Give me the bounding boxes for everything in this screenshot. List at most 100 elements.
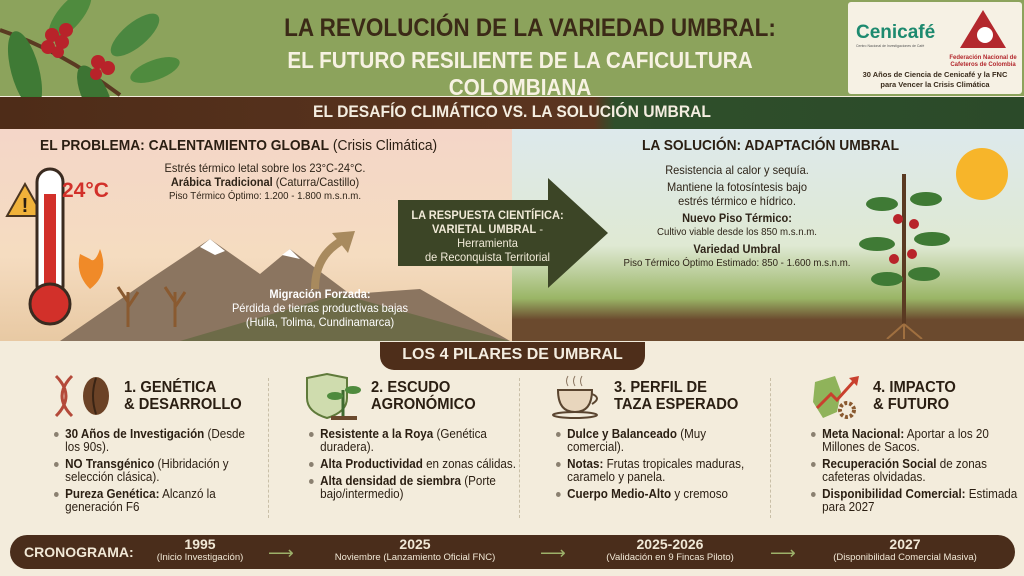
line1: LA RESPUESTA CIENTÍFICA: <box>411 208 564 222</box>
pillar-genetics: 1. GENÉTICA & DESARROLLO 30 Años de Inves… <box>48 370 278 525</box>
fnc-triangle-icon <box>960 10 1006 48</box>
fnc-logo: Federación Nacional de Cafeteros de Colo… <box>948 8 1018 69</box>
tagline-line2: para Vencer la Crisis Climática <box>880 80 990 89</box>
logo-tagline: 30 Años de Ciencia de Cenicafé y la FNC … <box>850 70 1020 90</box>
bullet: Resistente a la Roya (Genética duradera)… <box>309 428 517 454</box>
migration-line1: Pérdida de tierras productivas bajas <box>231 301 409 315</box>
divider <box>268 378 269 518</box>
title1: 4. IMPACTO <box>873 379 956 396</box>
title1: 2. ESCUDO <box>371 379 451 396</box>
title2: AGRONÓMICO <box>371 396 476 413</box>
pillar-heading: 2. ESCUDO AGRONÓMICO <box>371 379 476 413</box>
year: 2025 <box>399 536 431 552</box>
timeline-event: 2025-2026 (Validación en 9 Fincas Piloto) <box>575 537 765 564</box>
bullet: Meta Nacional: Aportar a los 20 Millones… <box>811 428 1019 454</box>
desc: (Disponibilidad Comercial Masiva) <box>833 552 977 563</box>
bold: Disponibilidad Comercial: <box>822 487 966 501</box>
svg-text:!: ! <box>22 195 29 217</box>
text: (Hibridación y selección clásica). <box>65 457 229 484</box>
text: Frutas tropicales maduras, caramelo y pa… <box>567 457 745 484</box>
arrow-right-icon: ⟶ <box>540 543 566 563</box>
pillar-heading: 2. ESCUDO AGRONÓMICO <box>303 370 533 422</box>
problem-title: EL PROBLEMA: CALENTAMIENTO GLOBAL (Crisi… <box>40 137 437 154</box>
band-title: EL DESAFÍO CLIMÁTICO VS. LA SOLUCIÓN UMB… <box>313 102 711 121</box>
year: 1995 <box>184 536 216 552</box>
migration-line2: (Huila, Tolima, Cundinamarca) <box>245 315 395 329</box>
line2-rest: - Herramienta <box>457 222 544 250</box>
bullet: Dulce y Balanceado (Muy comercial). <box>556 428 764 454</box>
section-band: EL DESAFÍO CLIMÁTICO VS. LA SOLUCIÓN UMB… <box>0 97 1024 129</box>
line1: Resistencia al calor y sequía. <box>665 163 809 177</box>
bullet: Notas: Frutas tropicales maduras, carame… <box>556 458 764 484</box>
title-note: (Crisis Climática) <box>332 137 438 154</box>
migration-title: Migración Forzada: <box>269 287 371 301</box>
timeline-label: CRONOGRAMA: <box>24 544 134 560</box>
divider <box>770 378 771 518</box>
bold: Pureza Genética: <box>65 487 160 501</box>
variety: Arábica Tradicional <box>170 175 273 189</box>
title2: TAZA ESPERADO <box>614 396 739 413</box>
problem-details: Estrés térmico letal sobre los 23°C-24°C… <box>141 161 389 203</box>
timeline-event: 2027 (Disponibilidad Comercial Masiva) <box>805 537 1005 564</box>
subtitle: EL FUTURO RESILIENTE DE LA CAFICULTURA C… <box>287 47 753 100</box>
logo-fnc: Federación Nacional de Cafeteros de Colo… <box>949 55 1017 68</box>
tagline-line1: 30 Años de Ciencia de Cenicafé y la FNC <box>862 70 1008 79</box>
text: (Genética duradera). <box>320 427 487 454</box>
variety-text: Piso Térmico Óptimo Estimado: 850 - 1.60… <box>623 257 851 269</box>
text: Alcanzó la generación F6 <box>65 487 216 514</box>
response-arrow <box>398 178 608 288</box>
timeline-bar: CRONOGRAMA: 1995 (Inicio Investigación) ⟶… <box>10 535 1015 569</box>
line3: de Reconquista Territorial <box>424 250 550 264</box>
solution-details: Resistencia al calor y sequía. Mantiene … <box>622 163 852 270</box>
colombia-map-growth-icon <box>813 376 859 419</box>
text: Aportar a los 20 Millones de Sacos. <box>822 427 989 454</box>
bold: Cuerpo Medio-Alto <box>567 487 672 501</box>
pillar-heading: 1. GENÉTICA & DESARROLLO <box>124 379 242 413</box>
response-text: LA RESPUESTA CIENTÍFICA: VARIETAL UMBRAL… <box>402 208 572 264</box>
pillar-heading: 1. GENÉTICA & DESARROLLO <box>48 370 278 422</box>
timeline-event: 1995 (Inicio Investigación) <box>130 537 270 564</box>
shield-plant-icon <box>306 372 361 420</box>
bullet: Alta densidad de siembra (Porte bajo/int… <box>309 475 517 501</box>
text: de zonas cafeteras olvidadas. <box>822 457 987 484</box>
bold: Recuperación Social <box>822 457 937 471</box>
arrow-right-icon: ⟶ <box>770 543 796 563</box>
bullet: Pureza Genética: Alcanzó la generación F… <box>54 488 262 514</box>
line2-bold: VARIETAL UMBRAL <box>431 222 537 236</box>
text: (Porte bajo/intermedio) <box>320 474 496 501</box>
migration-note: Migración Forzada: Pérdida de tierras pr… <box>210 287 431 329</box>
thermometer-icon: ! <box>5 167 104 326</box>
desc: (Inicio Investigación) <box>156 552 244 563</box>
solution-title: LA SOLUCIÓN: ADAPTACIÓN UMBRAL <box>642 137 900 154</box>
pillar-impact: 4. IMPACTO & FUTURO Meta Nacional: Aporta… <box>805 370 1024 525</box>
bullet: Cuerpo Medio-Alto y cremoso <box>556 488 764 501</box>
bold: NO Transgénico <box>65 457 155 471</box>
text: (Muy comercial). <box>567 427 707 454</box>
line1: Estrés térmico letal sobre los 23°C-24°C… <box>164 161 366 175</box>
variety-note: (Caturra/Castillo) <box>275 175 360 189</box>
warning-icon <box>5 181 45 217</box>
bold: Alta Productividad <box>320 457 423 471</box>
temperature-readout: 24°C <box>62 179 109 202</box>
bullet: 30 Años de Investigación (Desde los 90s)… <box>54 428 262 454</box>
desc: Noviembre (Lanzamiento Oficial FNC) <box>334 552 496 563</box>
text: y cremoso <box>671 487 728 501</box>
desc: (Validación en 9 Fincas Piloto) <box>606 552 734 563</box>
cenicafe-logo: Cenicafé <box>856 22 936 43</box>
coffee-plant-sun-illustration <box>859 148 1008 339</box>
pillar-heading: 4. IMPACTO & FUTURO <box>873 379 956 413</box>
bold: Dulce y Balanceado <box>567 427 678 441</box>
dna-coffee-bean-icon <box>54 374 109 418</box>
year: 2027 <box>889 536 921 552</box>
title: EL PROBLEMA: CALENTAMIENTO GLOBAL <box>40 137 330 154</box>
pillars-title: LOS 4 PILARES DE UMBRAL <box>380 342 645 370</box>
arrow-right-icon: ⟶ <box>268 543 294 563</box>
line3: estrés térmico e hídrico. <box>678 194 796 208</box>
coffee-branch-illustration <box>0 0 180 125</box>
title1: 3. PERFIL DE <box>614 379 707 396</box>
altitude: Piso Térmico Óptimo: 1.200 - 1.800 m.s.n… <box>168 190 362 202</box>
main-title: LA REVOLUCIÓN DE LA VARIEDAD UMBRAL: <box>284 14 776 42</box>
pillar-heading: 3. PERFIL DE TAZA ESPERADO <box>550 370 780 422</box>
bold: Resistente a la Roya <box>320 427 434 441</box>
bullet: Recuperación Social de zonas cafeteras o… <box>811 458 1019 484</box>
